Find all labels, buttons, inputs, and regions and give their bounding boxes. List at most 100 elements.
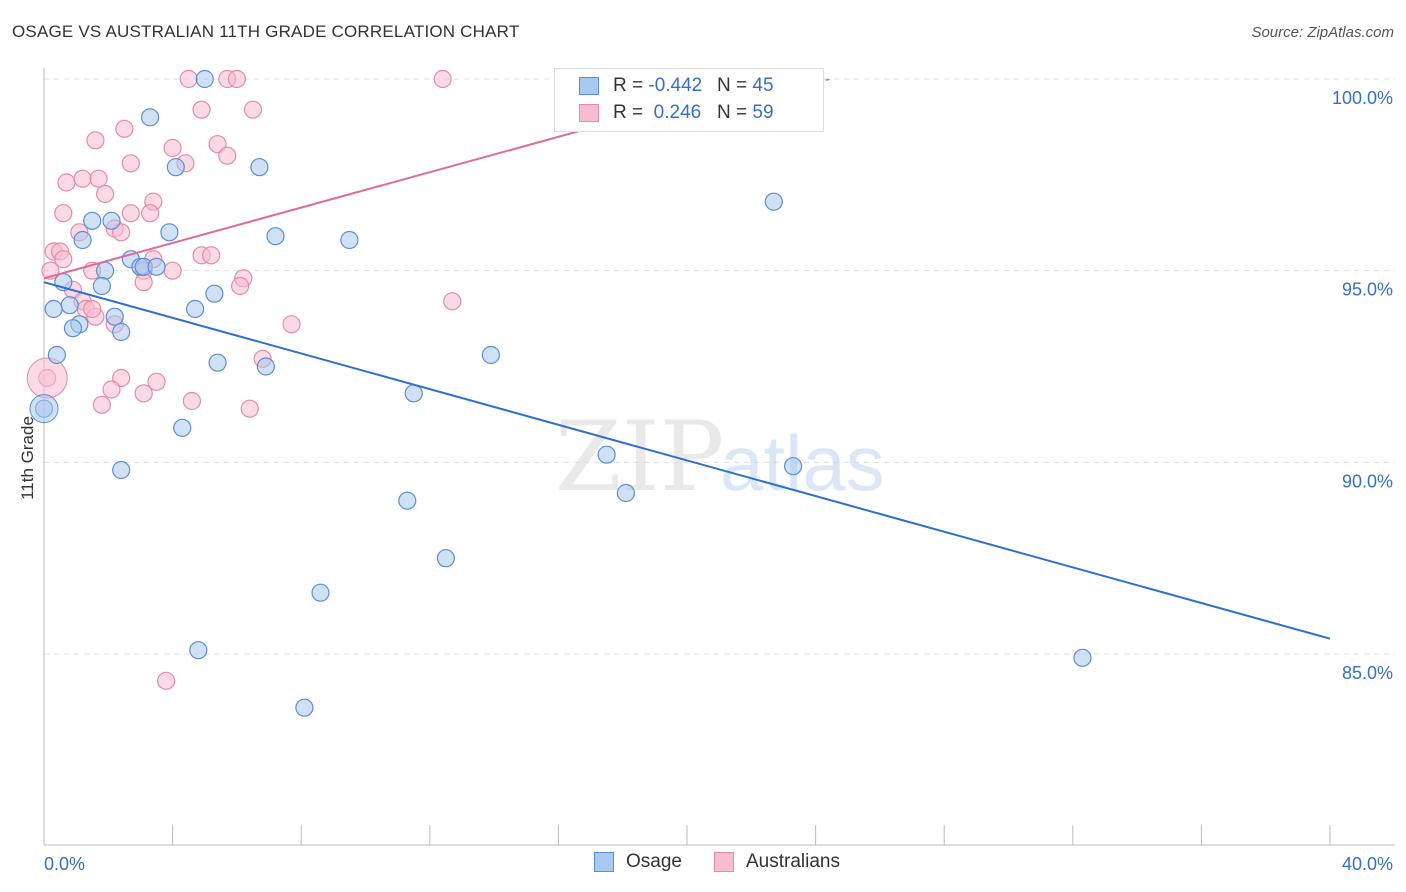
osage-point (63, 319, 83, 338)
aus-r-value: 0.246 (648, 102, 702, 123)
australians-point (157, 671, 176, 690)
osage-point (186, 299, 205, 319)
y-tick-label: 95.0% (1342, 280, 1393, 300)
australians-trend-line (43, 116, 630, 280)
australians-legend-swatch (714, 852, 734, 872)
osage-r-value: -0.442 (648, 75, 703, 96)
osage-point-large (29, 394, 59, 424)
x-tick-label: 40.0% (1342, 854, 1393, 874)
osage-points (29, 69, 1092, 717)
australians-point (83, 299, 102, 319)
australians-points (26, 69, 636, 690)
watermark-atlas: atlas (720, 419, 885, 507)
osage-legend-label: Osage (626, 851, 682, 872)
australians-point (179, 69, 198, 89)
axes (43, 68, 1395, 846)
osage-point (140, 108, 160, 127)
osage-point (404, 384, 423, 403)
osage-point (250, 158, 269, 177)
australians-point (182, 391, 201, 411)
aus-n-value: 59 (752, 102, 774, 123)
osage-point (73, 230, 92, 250)
series-legend: Osage Australians (0, 851, 1406, 879)
aus-n-label: N = (717, 102, 753, 123)
australians-point (92, 395, 111, 414)
australians-point (134, 273, 153, 292)
trend-lines (43, 78, 1331, 640)
osage-point (266, 227, 285, 246)
australians-point (102, 380, 121, 399)
x-tick-label: 0.0% (44, 854, 85, 874)
osage-point (340, 230, 359, 250)
osage-point (436, 549, 455, 568)
osage-point (189, 641, 208, 660)
watermark-zip: ZIP (555, 401, 724, 513)
osage-point (783, 457, 803, 476)
osage-point (166, 158, 185, 177)
grid-lines (44, 78, 1395, 655)
osage-n-value: 45 (752, 75, 774, 96)
australians-swatch (579, 104, 599, 122)
osage-point (105, 307, 124, 326)
y-tick-label: 90.0% (1342, 471, 1393, 491)
osage-point (47, 345, 66, 365)
australians-point (140, 204, 160, 223)
australians-point (54, 204, 73, 223)
osage-point (764, 192, 783, 211)
osage-point (44, 299, 63, 319)
watermark: ZIP atlas (555, 401, 885, 513)
australians-point (240, 399, 259, 418)
osage-point (95, 261, 115, 280)
osage-trend-line (43, 281, 1331, 640)
osage-point (1073, 648, 1092, 667)
australians-point (202, 246, 221, 265)
legend-row-osage: R = -0.442 N = 45 (579, 73, 774, 99)
australians-point-large (26, 357, 68, 399)
osage-point (398, 491, 417, 510)
australians-point (121, 204, 140, 223)
osage-point (616, 483, 636, 503)
osage-point (173, 418, 192, 437)
legend-item-australians[interactable]: Australians (714, 851, 840, 873)
legend-row-australians: R = 0.246 N = 59 (579, 100, 774, 126)
australians-point (134, 384, 153, 403)
australians-point (95, 184, 115, 204)
australians-point (89, 169, 108, 188)
osage-legend-swatch (594, 852, 614, 872)
osage-point (256, 357, 275, 376)
australians-point (163, 261, 182, 280)
tick-labels: 85.0% 90.0% 95.0% 100.0% 0.0% 40.0% (44, 88, 1393, 874)
source-label: Source: ZipAtlas.com (1251, 24, 1394, 41)
osage-r-label: R = (613, 75, 649, 96)
y-axis-label: 11th Grade (18, 416, 37, 500)
stats-legend: R = -0.442 N = 45 R = 0.246 N = 59 (554, 68, 824, 132)
australians-point (433, 69, 452, 89)
australians-point (147, 372, 166, 391)
osage-point (83, 211, 102, 230)
osage-point (60, 296, 79, 315)
australians-point (282, 315, 301, 334)
australians-point (73, 169, 92, 188)
y-tick-label: 100.0% (1332, 88, 1393, 108)
australians-point (121, 154, 140, 173)
osage-point (205, 284, 224, 303)
osage-point (112, 322, 131, 342)
osage-point (295, 698, 314, 717)
australians-point (192, 100, 211, 119)
osage-swatch (579, 77, 599, 95)
australians-point (115, 119, 134, 138)
australians-point (54, 250, 73, 269)
australians-point (57, 173, 76, 192)
osage-point (195, 69, 214, 89)
legend-item-osage[interactable]: Osage (594, 851, 682, 873)
australians-point (243, 100, 263, 119)
osage-point (208, 353, 227, 372)
osage-point (597, 445, 616, 464)
chart-title: OSAGE VS AUSTRALIAN 11TH GRADE CORRELATI… (12, 22, 520, 41)
y-tick-label: 85.0% (1342, 663, 1393, 683)
osage-point (112, 460, 131, 480)
osage-n-label: N = (717, 75, 753, 96)
osage-point (160, 223, 179, 242)
osage-point (481, 345, 500, 365)
